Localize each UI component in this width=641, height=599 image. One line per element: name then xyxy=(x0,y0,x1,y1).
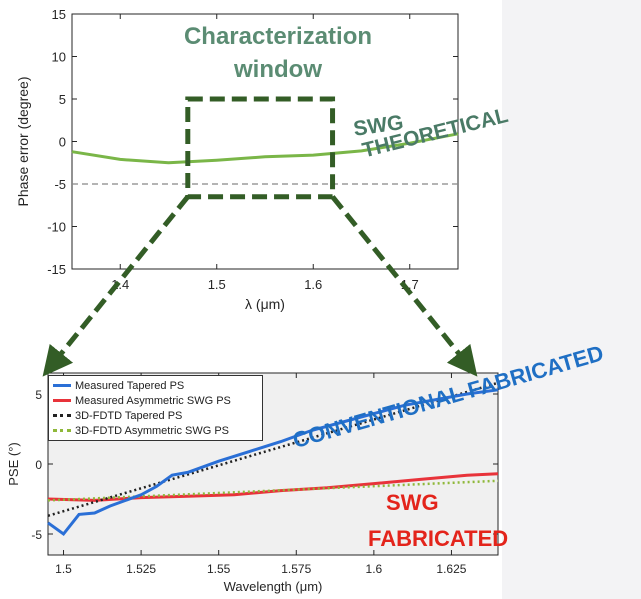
series-line-4 xyxy=(47,479,499,502)
legend-label: Measured Tapered PS xyxy=(75,379,185,392)
legend-label: 3D-FDTD Tapered PS xyxy=(75,409,183,422)
legend-label: Measured Asymmetric SWG PS xyxy=(75,394,231,407)
x-tick-label: 1.6 xyxy=(304,277,322,292)
series-line-theoretical xyxy=(71,132,459,165)
legend-swatch-tapered-measured xyxy=(53,384,71,387)
y-tick-label: 0 xyxy=(59,135,66,150)
y-tick-label: -15 xyxy=(47,262,66,277)
plot-area xyxy=(71,13,459,270)
window-label: Characterization window xyxy=(178,20,378,86)
y-tick-label: -5 xyxy=(31,528,42,542)
legend-item: 3D-FDTD Tapered PS xyxy=(53,408,258,423)
x-tick-label: 1.575 xyxy=(281,562,311,576)
legend-item: Measured Tapered PS xyxy=(53,378,258,393)
x-tick-label: 1.625 xyxy=(436,562,466,576)
legend: Measured Tapered PS Measured Asymmetric … xyxy=(48,375,263,441)
y-axis-label: PSE (°) xyxy=(6,442,21,485)
y-tick-label: 5 xyxy=(59,92,66,107)
swg-fabricated-label-1: SWG xyxy=(386,490,439,515)
y-tick-label: 15 xyxy=(52,7,66,22)
x-tick-label: 1.5 xyxy=(208,277,226,292)
x-tick-label: 1.5 xyxy=(55,562,72,576)
y-tick-label: 5 xyxy=(35,388,42,402)
y-tick-label: -5 xyxy=(54,177,66,192)
characterization-window xyxy=(42,96,478,377)
y-axis-label: Phase error (degree) xyxy=(15,77,31,207)
x-tick-label: 1.525 xyxy=(126,562,156,576)
series-line-3 xyxy=(47,381,499,517)
series-line-2 xyxy=(47,472,499,502)
legend-swatch-asym-measured xyxy=(53,399,71,402)
legend-swatch-asym-fdtd xyxy=(53,429,71,432)
window-label-line-1: Characterization xyxy=(183,23,373,50)
legend-swatch-tapered-fdtd xyxy=(53,414,71,417)
series-line-1 xyxy=(47,388,499,537)
swg-fabricated-label-2: FABRICATED xyxy=(368,526,509,551)
background-panel xyxy=(502,0,641,599)
y-tick-label: -10 xyxy=(47,220,66,235)
window-box xyxy=(185,96,336,200)
window-label-line-2: window xyxy=(234,56,322,83)
legend-item: 3D-FDTD Asymmetric SWG PS xyxy=(53,423,258,438)
x-axis-label: λ (μm) xyxy=(245,296,285,312)
x-tick-label: 1.6 xyxy=(366,562,383,576)
y-tick-label: 10 xyxy=(52,50,66,65)
x-axis-label: Wavelength (μm) xyxy=(224,579,323,594)
arrow-right xyxy=(330,195,478,377)
x-tick-label: 1.55 xyxy=(207,562,231,576)
legend-label: 3D-FDTD Asymmetric SWG PS xyxy=(75,424,230,437)
arrow-left xyxy=(42,195,190,377)
y-tick-label: 0 xyxy=(35,458,42,472)
legend-item: Measured Asymmetric SWG PS xyxy=(53,393,258,408)
